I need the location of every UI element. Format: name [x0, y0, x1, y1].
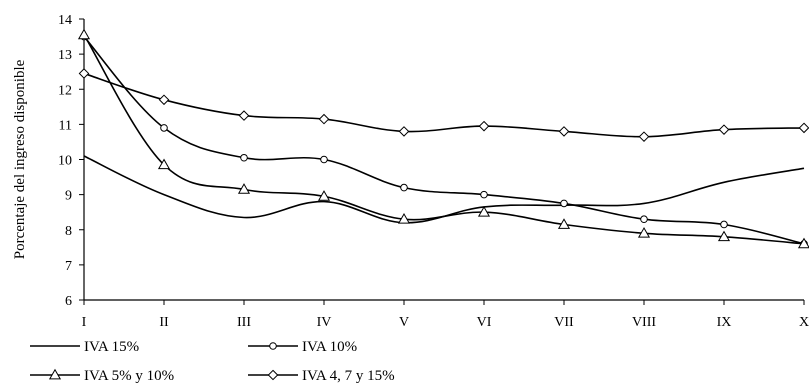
- data-point-marker: [318, 113, 330, 125]
- data-point-marker: [560, 199, 568, 208]
- data-point-marker: [398, 126, 410, 137]
- x-tick-label: V: [399, 315, 409, 330]
- data-point-marker: [638, 131, 650, 142]
- data-point-marker: [317, 190, 331, 201]
- series-1: [83, 155, 805, 224]
- legend-label: IVA 4, 7 y 15%: [302, 368, 395, 384]
- x-tick-labels: I II III IV V VI VII VIII IX X: [82, 315, 809, 330]
- y-tick-label: 14: [58, 13, 72, 28]
- legend-item: IVA 10%: [248, 339, 357, 355]
- data-point-marker: [718, 124, 730, 135]
- y-axis-title: Porcentaje del ingreso disponible: [12, 59, 28, 259]
- y-tick-label: 11: [59, 118, 72, 133]
- legend-label: IVA 15%: [84, 339, 139, 355]
- x-tick-label: VIII: [632, 315, 656, 330]
- data-point-marker: [158, 94, 170, 106]
- x-tick-label: IX: [717, 315, 732, 330]
- data-point-marker: [157, 158, 171, 170]
- legend-item: IVA 15%: [30, 339, 139, 355]
- x-tick-label: IV: [317, 315, 332, 330]
- data-point-marker: [557, 218, 571, 229]
- x-tick-label: II: [159, 315, 169, 330]
- series-lines: [77, 28, 809, 249]
- x-tick-label: VI: [477, 315, 492, 330]
- data-point-marker: [77, 28, 91, 40]
- data-point-marker: [397, 213, 411, 224]
- series-line: [83, 72, 805, 138]
- series-2: [80, 32, 808, 248]
- series-line: [83, 155, 805, 224]
- x-tick-label: VII: [554, 315, 574, 330]
- data-point-marker: [240, 153, 248, 162]
- series-line: [83, 34, 805, 245]
- y-tick-label: 6: [65, 294, 72, 309]
- legend-swatch-marker: [48, 368, 62, 380]
- y-tick-label: 13: [58, 48, 72, 63]
- legend-item: IVA 4, 7 y 15%: [248, 368, 395, 384]
- y-tick-label: 9: [65, 189, 72, 204]
- legend-swatch-marker: [269, 342, 277, 350]
- series-3: [77, 28, 809, 249]
- legend-swatch-marker: [267, 369, 279, 381]
- y-tick-labels: 6 7 8 9 10 11 12 13 14: [58, 13, 72, 309]
- legend-label: IVA 10%: [302, 339, 357, 355]
- chart-legend: IVA 15% IVA 10% IVA 5% y 10% IVA 4, 7 y 15%: [30, 339, 395, 384]
- data-point-marker: [640, 215, 648, 224]
- data-point-marker: [237, 183, 251, 194]
- data-point-marker: [238, 110, 250, 121]
- x-tick-label: X: [799, 315, 809, 330]
- data-point-marker: [717, 230, 731, 242]
- data-point-marker: [797, 237, 809, 249]
- data-point-marker: [477, 205, 491, 217]
- legend-label: IVA 5% y 10%: [84, 368, 174, 384]
- data-point-marker: [478, 120, 490, 132]
- y-tick-label: 7: [65, 259, 72, 274]
- data-point-marker: [558, 126, 570, 137]
- data-point-marker: [720, 220, 728, 229]
- x-tick-label: I: [82, 315, 87, 330]
- series-4: [78, 68, 809, 142]
- data-point-marker: [798, 122, 809, 134]
- y-tick-label: 10: [58, 154, 72, 169]
- chart-axes: [79, 18, 805, 305]
- data-point-marker: [78, 68, 90, 79]
- legend-item: IVA 5% y 10%: [30, 368, 174, 384]
- data-point-marker: [320, 155, 328, 164]
- y-tick-label: 12: [58, 83, 72, 98]
- data-point-marker: [480, 190, 488, 199]
- series-line: [83, 36, 805, 245]
- data-point-marker: [400, 183, 408, 192]
- data-point-marker: [160, 124, 168, 132]
- data-point-marker: [637, 227, 651, 238]
- x-tick-label: III: [237, 315, 251, 330]
- y-tick-label: 8: [65, 224, 72, 239]
